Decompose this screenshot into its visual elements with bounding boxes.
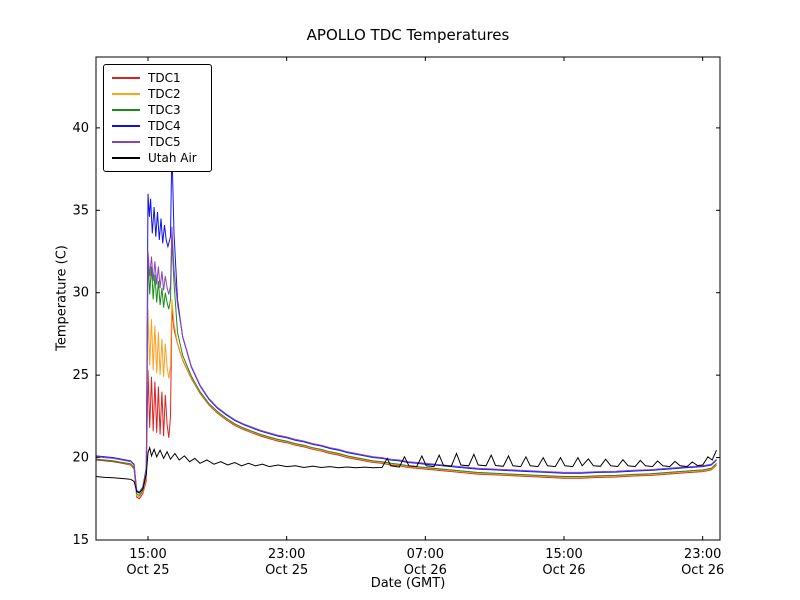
legend-item-tdc5: TDC5	[112, 135, 197, 149]
legend-item-utah-air: Utah Air	[112, 151, 197, 165]
x-tick-time-label: 07:00	[407, 547, 444, 562]
legend-label: TDC3	[148, 103, 181, 117]
legend-item-tdc4: TDC4	[112, 119, 197, 133]
x-axis-label: Date (GMT)	[370, 576, 446, 591]
series-line-tdc5	[96, 226, 717, 494]
legend-label: TDC4	[148, 119, 181, 133]
tdc5-line-swatch-icon	[112, 141, 140, 143]
series-line-utah-air	[96, 445, 717, 494]
x-tick-date-label: Oct 25	[126, 563, 169, 578]
axes-frame	[95, 56, 721, 541]
y-tick-label: 20	[72, 451, 89, 466]
series-line-tdc2	[96, 299, 717, 498]
tdc4-line-swatch-icon	[112, 125, 140, 127]
x-tick-date-label: Oct 26	[542, 563, 585, 578]
legend-label: TDC5	[148, 135, 181, 149]
series-line-tdc4	[96, 147, 717, 493]
legend-item-tdc1: TDC1	[112, 71, 197, 85]
x-tick-date-label: Oct 26	[404, 563, 447, 578]
legend-item-tdc3: TDC3	[112, 103, 197, 117]
y-tick-label: 40	[72, 121, 89, 136]
legend-label: Utah Air	[148, 151, 197, 165]
tdc1-line-swatch-icon	[112, 77, 140, 79]
x-tick-date-label: Oct 26	[681, 563, 724, 578]
x-tick-time-label: 15:00	[545, 547, 582, 562]
x-tick-time-label: 23:00	[684, 547, 721, 562]
tdc2-line-swatch-icon	[112, 93, 140, 95]
y-tick-label: 35	[72, 203, 89, 218]
y-tick-label: 30	[72, 286, 89, 301]
x-tick-date-label: Oct 25	[265, 563, 308, 578]
series-line-tdc3	[96, 239, 717, 497]
legend-label: TDC1	[148, 71, 181, 85]
legend-item-tdc2: TDC2	[112, 87, 197, 101]
utah-air-line-swatch-icon	[112, 157, 140, 159]
chart-title: APOLLO TDC Temperatures	[306, 26, 510, 44]
x-tick-time-label: 15:00	[129, 547, 166, 562]
legend-label: TDC2	[148, 87, 181, 101]
x-tick-time-label: 23:00	[268, 547, 305, 562]
series-line-tdc1	[96, 309, 717, 500]
y-tick-label: 15	[72, 533, 89, 548]
y-tick-label: 25	[72, 368, 89, 383]
legend: TDC1 TDC2 TDC3 TDC4 TDC5 Utah Air	[103, 64, 212, 172]
tdc3-line-swatch-icon	[112, 109, 140, 111]
